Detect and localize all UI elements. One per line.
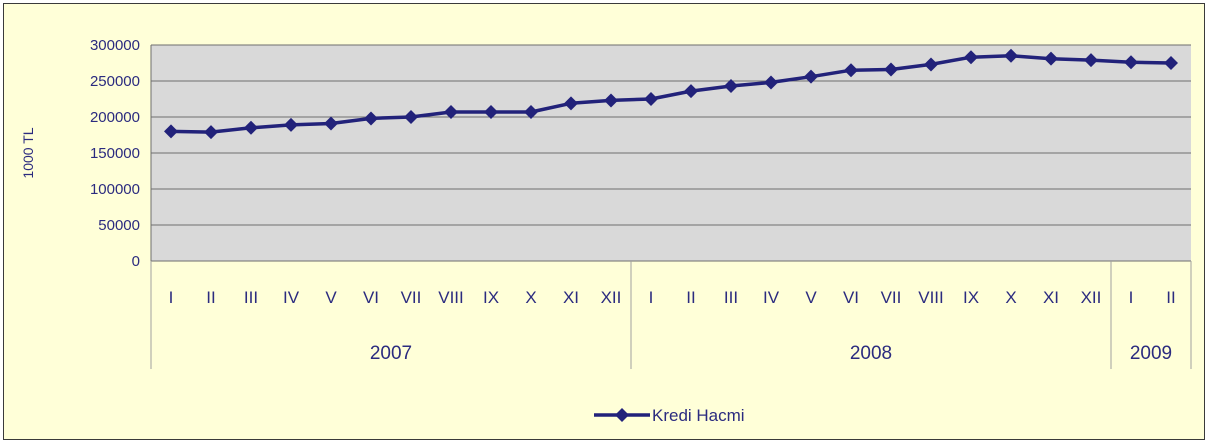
x-tick-label: III [724,288,738,307]
x-tick-label: VII [881,288,902,307]
x-tick-label: XI [1043,288,1059,307]
data-point [484,104,498,119]
year-label: 2008 [850,343,892,364]
y-axis-title: 1000 TL [20,127,36,178]
legend-marker [615,408,629,422]
x-tick-label: I [169,288,174,307]
data-point [404,110,418,124]
line-chart: 0 50000 100000 150000 200000 250000 300000 1000… [20,37,1192,425]
x-tick-label: XII [1081,288,1102,307]
x-tick-label: II [1166,288,1175,307]
x-tick-label: VI [363,288,379,307]
y-tick-label: 50000 [98,217,140,234]
x-tick-label: VII [401,288,422,307]
data-point [1164,56,1178,70]
y-tick-label: 100000 [90,181,140,198]
data-point [884,62,898,77]
data-point [1124,55,1138,70]
x-tick-label: VIII [438,288,464,307]
data-point [324,116,338,131]
data-point [964,50,978,65]
x-tick-label: VIII [918,288,944,307]
x-tick-label: IV [283,288,300,307]
chart-container: 0 50000 100000 150000 200000 250000 300000 1000… [3,3,1205,440]
data-point [1084,53,1098,68]
data-point [764,75,778,90]
y-tick-label: 150000 [90,145,140,162]
x-tick-label: X [525,288,536,307]
data-point [364,111,378,126]
data-point [284,117,298,132]
x-tick-label: IX [483,288,499,307]
data-point [564,96,578,111]
data-point [1004,48,1018,63]
data-point [804,69,818,84]
data-point [1044,51,1058,66]
x-tick-label: I [1129,288,1134,307]
x-tick-label: III [244,288,258,307]
data-point [684,84,698,99]
y-tick-label: 0 [132,253,140,270]
x-tick-label: I [649,288,654,307]
data-point [524,104,538,119]
data-point [244,120,258,135]
y-tick-label: 300000 [90,37,140,54]
x-tick-label: V [805,288,817,307]
year-label: 2009 [1130,343,1172,364]
data-point [604,93,618,108]
data-point [164,124,178,139]
x-tick-label: XI [563,288,579,307]
data-point [724,79,738,94]
x-tick-label: XII [601,288,622,307]
x-tick-label: V [325,288,337,307]
y-tick-label: 250000 [90,73,140,90]
legend-label: Kredi Hacmi [652,406,745,425]
data-point [444,104,458,119]
data-point [644,92,658,106]
y-tick-label: 200000 [90,109,140,126]
x-tick-label: IX [963,288,979,307]
x-tick-label: II [206,288,215,307]
data-point [924,57,938,72]
x-tick-label: II [686,288,695,307]
x-tick-label: IV [763,288,780,307]
year-label: 2007 [370,343,412,364]
x-tick-label: VI [843,288,859,307]
x-tick-label: X [1005,288,1016,307]
